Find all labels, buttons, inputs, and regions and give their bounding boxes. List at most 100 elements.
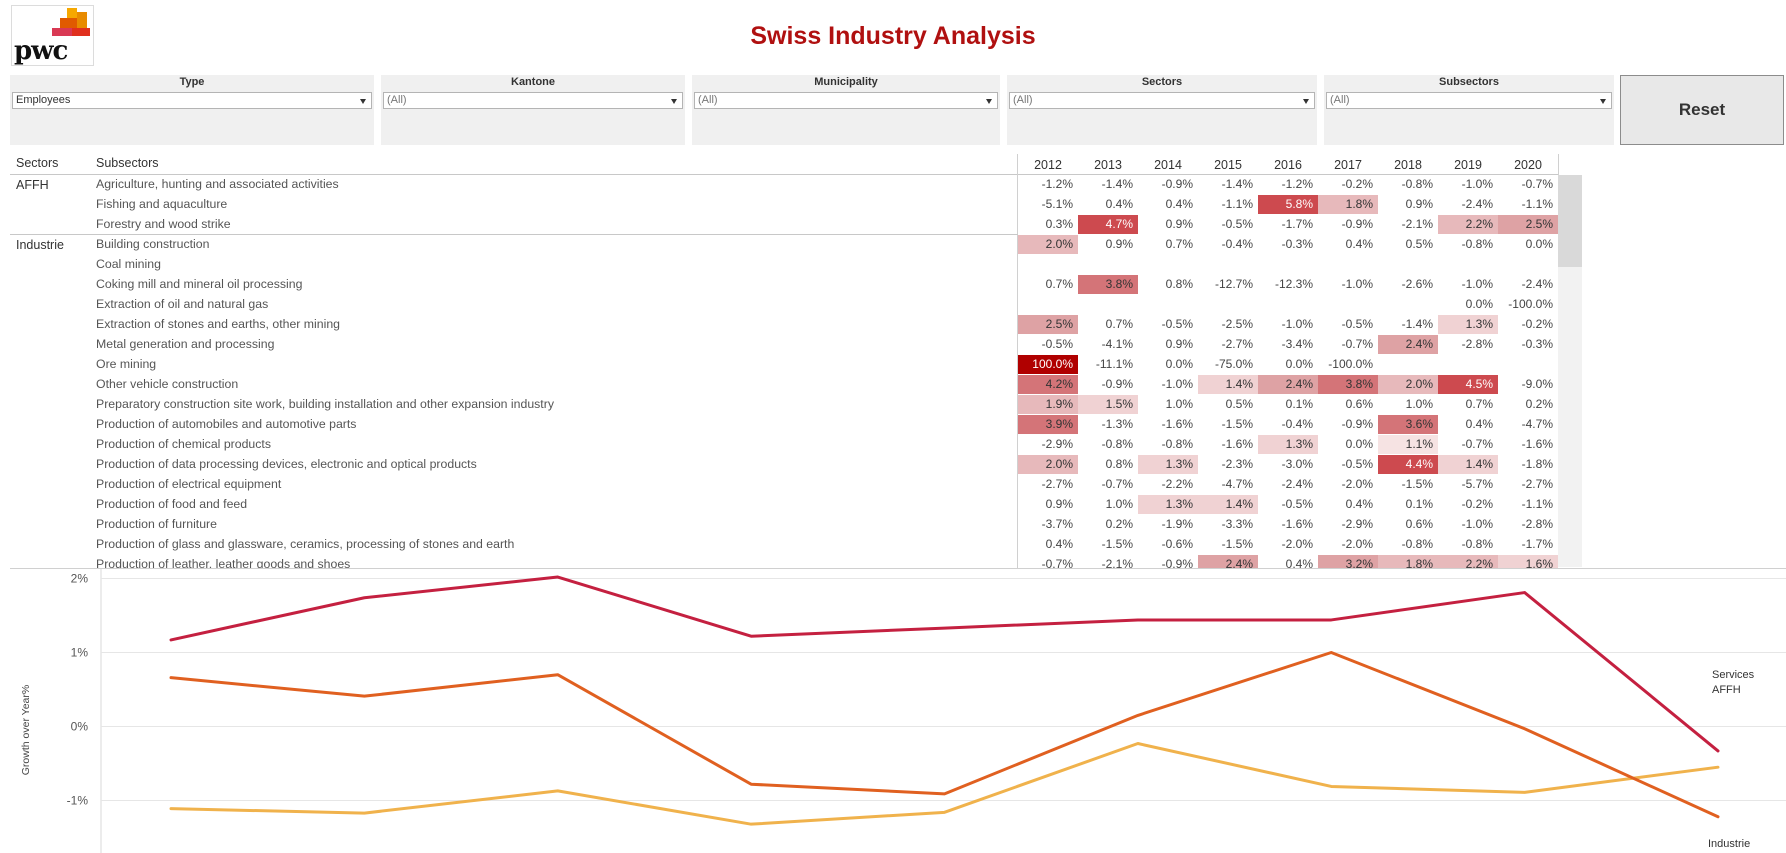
data-point[interactable] bbox=[363, 597, 365, 599]
data-point[interactable] bbox=[1330, 785, 1332, 787]
growth-cell[interactable]: -5.7% bbox=[1461, 477, 1493, 491]
growth-cell[interactable]: -0.9% bbox=[1101, 377, 1133, 391]
growth-cell[interactable]: 0.4% bbox=[1345, 497, 1373, 511]
data-point[interactable] bbox=[1137, 743, 1139, 745]
growth-cell[interactable]: 1.3% bbox=[1258, 435, 1318, 454]
growth-cell[interactable]: 3.2% bbox=[1318, 555, 1378, 568]
growth-cell[interactable]: -0.4% bbox=[1221, 237, 1253, 251]
growth-cell[interactable]: 0.8% bbox=[1165, 277, 1193, 291]
data-point[interactable] bbox=[363, 695, 365, 697]
growth-cell[interactable]: -0.8% bbox=[1401, 177, 1433, 191]
growth-cell[interactable]: -4.7% bbox=[1521, 417, 1553, 431]
table-scrollbar-thumb[interactable] bbox=[1558, 175, 1582, 267]
growth-cell[interactable]: -0.8% bbox=[1461, 237, 1493, 251]
growth-cell[interactable]: 3.8% bbox=[1078, 275, 1138, 294]
growth-cell[interactable]: 0.0% bbox=[1525, 237, 1553, 251]
growth-cell[interactable]: 1.0% bbox=[1405, 397, 1433, 411]
growth-cell[interactable]: 1.3% bbox=[1138, 455, 1198, 474]
data-point[interactable] bbox=[1717, 766, 1719, 768]
growth-cell[interactable]: 2.5% bbox=[1498, 215, 1558, 234]
growth-cell[interactable]: -0.7% bbox=[1041, 557, 1073, 568]
growth-cell[interactable]: 1.6% bbox=[1498, 555, 1558, 568]
type-dropdown[interactable]: Employees bbox=[12, 92, 372, 109]
growth-cell[interactable] bbox=[1198, 295, 1258, 314]
growth-cell[interactable]: 0.2% bbox=[1105, 517, 1133, 531]
growth-cell[interactable] bbox=[1138, 255, 1198, 274]
growth-cell[interactable] bbox=[1378, 295, 1438, 314]
growth-cell[interactable]: 0.0% bbox=[1285, 357, 1313, 371]
growth-cell[interactable]: 1.5% bbox=[1078, 395, 1138, 414]
growth-cell[interactable]: 0.6% bbox=[1345, 397, 1373, 411]
data-point[interactable] bbox=[1524, 728, 1526, 730]
growth-cell[interactable]: -9.0% bbox=[1521, 377, 1553, 391]
growth-cell[interactable]: 3.8% bbox=[1318, 375, 1378, 394]
growth-cell[interactable]: -2.5% bbox=[1221, 317, 1253, 331]
growth-cell[interactable]: 0.2% bbox=[1525, 397, 1553, 411]
growth-cell[interactable]: 1.0% bbox=[1165, 397, 1193, 411]
growth-cell[interactable]: -4.1% bbox=[1101, 337, 1133, 351]
growth-cell[interactable]: -0.5% bbox=[1041, 337, 1073, 351]
growth-cell[interactable]: -1.4% bbox=[1221, 177, 1253, 191]
growth-cell[interactable]: 0.1% bbox=[1285, 397, 1313, 411]
data-point[interactable] bbox=[944, 627, 945, 629]
growth-cell[interactable]: 3.6% bbox=[1378, 415, 1438, 434]
growth-cell[interactable]: 100.0% bbox=[1018, 355, 1078, 374]
growth-cell[interactable]: -0.3% bbox=[1521, 337, 1553, 351]
growth-cell[interactable]: 0.0% bbox=[1165, 357, 1193, 371]
data-point[interactable] bbox=[1524, 791, 1526, 793]
growth-cell[interactable]: -0.9% bbox=[1341, 217, 1373, 231]
growth-cell[interactable] bbox=[1378, 255, 1438, 274]
growth-cell[interactable]: -1.0% bbox=[1461, 517, 1493, 531]
growth-cell[interactable]: -0.6% bbox=[1161, 537, 1193, 551]
growth-cell[interactable]: -0.5% bbox=[1221, 217, 1253, 231]
growth-cell[interactable] bbox=[1498, 255, 1558, 274]
data-point[interactable] bbox=[750, 783, 752, 785]
growth-cell[interactable]: 0.4% bbox=[1465, 417, 1493, 431]
growth-cell[interactable] bbox=[1138, 295, 1198, 314]
growth-cell[interactable] bbox=[1018, 255, 1078, 274]
growth-cell[interactable]: -1.5% bbox=[1221, 417, 1253, 431]
data-point[interactable] bbox=[170, 677, 172, 679]
growth-cell[interactable]: 0.3% bbox=[1045, 217, 1073, 231]
growth-cell[interactable]: -1.9% bbox=[1161, 517, 1193, 531]
growth-cell[interactable]: 1.1% bbox=[1378, 435, 1438, 454]
growth-cell[interactable]: 0.7% bbox=[1465, 397, 1493, 411]
growth-cell[interactable]: -0.8% bbox=[1101, 437, 1133, 451]
growth-cell[interactable]: 1.9% bbox=[1018, 395, 1078, 414]
growth-cell[interactable] bbox=[1078, 255, 1138, 274]
data-point[interactable] bbox=[557, 576, 559, 578]
data-point[interactable] bbox=[363, 812, 365, 814]
growth-cell[interactable]: -3.0% bbox=[1281, 457, 1313, 471]
growth-cell[interactable]: -2.4% bbox=[1281, 477, 1313, 491]
growth-cell[interactable]: -0.7% bbox=[1521, 177, 1553, 191]
growth-cell[interactable] bbox=[1378, 355, 1438, 374]
growth-cell[interactable]: -2.1% bbox=[1401, 217, 1433, 231]
growth-cell[interactable]: 0.0% bbox=[1345, 437, 1373, 451]
data-point[interactable] bbox=[170, 639, 172, 641]
data-point[interactable] bbox=[1137, 714, 1139, 716]
growth-cell[interactable]: -0.9% bbox=[1161, 557, 1193, 568]
growth-cell[interactable]: 1.8% bbox=[1378, 555, 1438, 568]
growth-cell[interactable]: -0.5% bbox=[1161, 317, 1193, 331]
growth-cell[interactable]: -2.0% bbox=[1341, 477, 1373, 491]
growth-cell[interactable]: -1.6% bbox=[1281, 517, 1313, 531]
data-point[interactable] bbox=[557, 674, 559, 676]
growth-cell[interactable]: 0.7% bbox=[1045, 277, 1073, 291]
data-point[interactable] bbox=[750, 823, 752, 825]
growth-cell[interactable] bbox=[1438, 355, 1498, 374]
growth-cell[interactable]: -0.7% bbox=[1101, 477, 1133, 491]
growth-cell[interactable]: 0.9% bbox=[1165, 337, 1193, 351]
growth-cell[interactable]: -0.9% bbox=[1341, 417, 1373, 431]
growth-cell[interactable]: 1.0% bbox=[1105, 497, 1133, 511]
growth-cell[interactable]: 0.4% bbox=[1105, 197, 1133, 211]
growth-cell[interactable]: -2.7% bbox=[1221, 337, 1253, 351]
growth-cell[interactable]: -3.4% bbox=[1281, 337, 1313, 351]
growth-cell[interactable] bbox=[1078, 295, 1138, 314]
growth-cell[interactable]: 4.2% bbox=[1018, 375, 1078, 394]
growth-cell[interactable]: -1.4% bbox=[1401, 317, 1433, 331]
growth-cell[interactable]: -1.6% bbox=[1161, 417, 1193, 431]
growth-cell[interactable]: -0.5% bbox=[1341, 317, 1373, 331]
growth-cell[interactable]: -11.1% bbox=[1095, 357, 1133, 371]
growth-cell[interactable]: -0.8% bbox=[1401, 537, 1433, 551]
sectors-dropdown[interactable]: (All) bbox=[1009, 92, 1315, 109]
